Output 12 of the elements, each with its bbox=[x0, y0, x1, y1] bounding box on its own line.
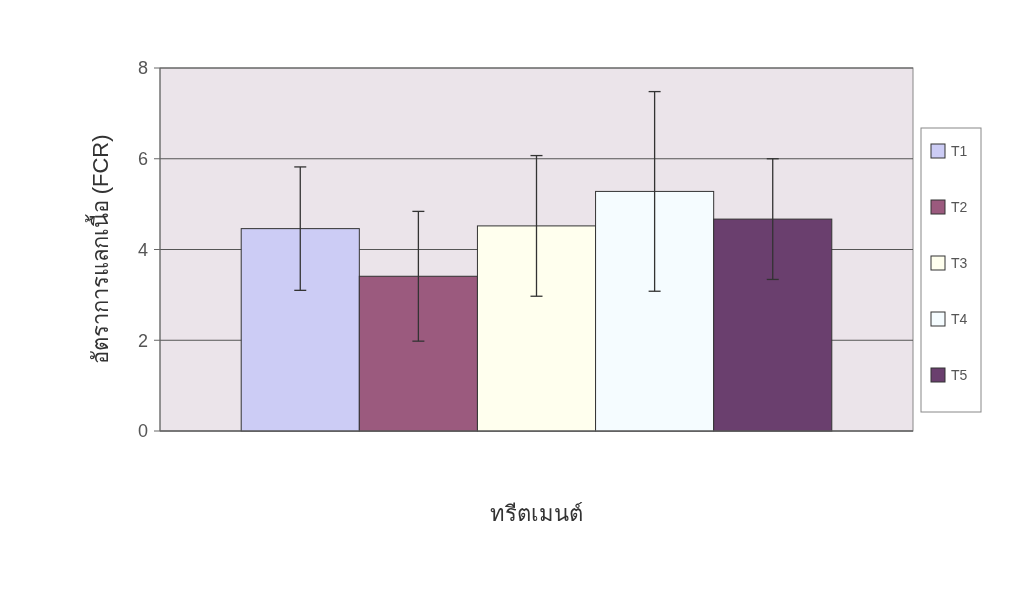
legend-label: T1 bbox=[951, 142, 968, 159]
y-tick-label: 2 bbox=[137, 330, 148, 351]
legend-label: T2 bbox=[951, 198, 968, 215]
x-axis-title: ทรีตเมนต์ bbox=[490, 501, 583, 526]
legend-label: T3 bbox=[951, 254, 968, 271]
y-tick-label: 6 bbox=[137, 149, 148, 170]
legend-label: T4 bbox=[951, 310, 968, 327]
y-tick-label: 0 bbox=[137, 421, 148, 442]
y-tick-label: 8 bbox=[137, 58, 148, 79]
legend-label: T5 bbox=[951, 366, 968, 383]
y-axis-title: อัตราการแลกเนื้อ (FCR) bbox=[85, 134, 113, 365]
y-tick-label: 4 bbox=[137, 239, 148, 260]
